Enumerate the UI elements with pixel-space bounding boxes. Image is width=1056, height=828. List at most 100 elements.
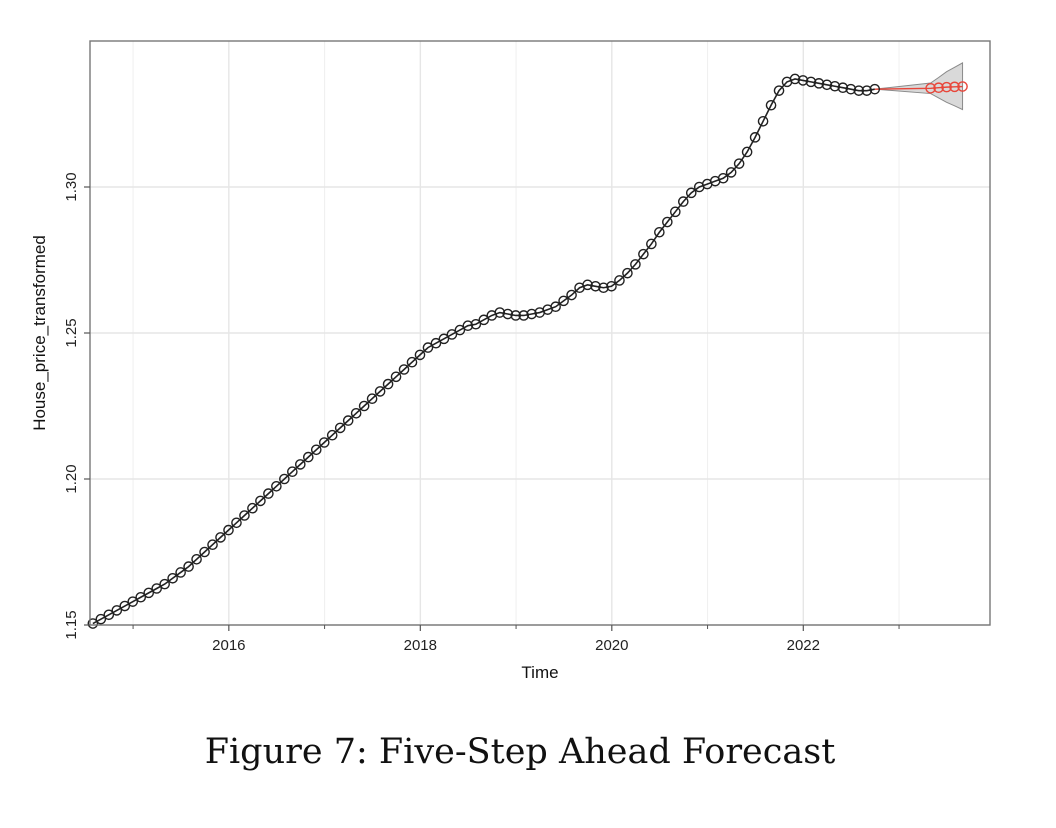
observed-point [797, 75, 809, 86]
observed-point [310, 444, 322, 456]
forecast-point [957, 81, 968, 92]
observed-point [494, 307, 506, 318]
observed-point [757, 116, 769, 127]
observed-point [638, 248, 649, 260]
observed-point [454, 324, 466, 336]
observed-point [829, 80, 841, 92]
observed-point [582, 279, 593, 291]
forecast-point [941, 81, 952, 93]
observed-point [558, 295, 569, 307]
observed-point [398, 364, 410, 375]
observed-point [805, 76, 817, 88]
observed-point [526, 308, 538, 320]
x-tick-label: 2020 [595, 637, 628, 654]
observed-point [215, 532, 226, 543]
observed-point [366, 393, 378, 405]
observed-point [646, 238, 657, 250]
observed-point [606, 280, 617, 292]
observed-point [470, 318, 482, 330]
observed-point [390, 371, 402, 383]
observed-point [207, 539, 218, 551]
observed-point [382, 378, 394, 390]
observed-point [685, 187, 697, 199]
observed-point [159, 578, 170, 590]
y-axis-title: House_price_transformed [30, 235, 49, 431]
observed-point [765, 99, 777, 111]
observed-point [733, 158, 745, 169]
observed-point [95, 613, 107, 625]
observed-point [622, 267, 633, 279]
y-tick-label: 1.25 [63, 318, 80, 347]
observed-point [430, 337, 442, 349]
forecast-point [949, 81, 960, 93]
observed-point [239, 510, 250, 521]
observed-point [725, 167, 737, 178]
observed-point [414, 349, 426, 361]
observed-point [119, 600, 131, 612]
observed-point [438, 333, 450, 345]
forecast-point [925, 83, 936, 94]
observed-point [143, 587, 155, 599]
observed-point [199, 546, 210, 558]
observed-point [510, 310, 522, 321]
figure-caption: Figure 7: Five-Step Ahead Forecast [204, 732, 836, 772]
observed-point [654, 226, 665, 238]
observed-point [87, 618, 99, 629]
observed-point [302, 451, 314, 463]
observed-point [566, 289, 577, 301]
observed-point [111, 605, 123, 616]
observed-point [837, 82, 849, 94]
observed-point [869, 83, 881, 95]
observed-line [92, 78, 875, 625]
observed-point [271, 480, 282, 492]
observed-point [821, 79, 833, 91]
observed-point [502, 308, 514, 320]
x-tick-label: 2016 [212, 637, 245, 654]
observed-point [342, 415, 354, 426]
forecast-interval-band [874, 62, 964, 111]
observed-point [741, 146, 753, 158]
observed-point [127, 596, 139, 607]
observed-point [151, 583, 163, 594]
observed-point [350, 407, 362, 419]
forecast-point [933, 82, 944, 94]
observed-point [406, 356, 418, 368]
series-points [87, 73, 968, 629]
observed-point [749, 132, 761, 143]
observed-point [462, 320, 474, 332]
observed-point [374, 386, 386, 397]
x-tick-label: 2022 [787, 637, 820, 654]
observed-point [263, 488, 274, 499]
observed-point [670, 206, 681, 218]
observed-point [550, 301, 561, 313]
observed-point [223, 524, 234, 536]
observed-point [478, 314, 490, 326]
y-tick-label: 1.15 [63, 610, 80, 639]
observed-point [813, 78, 825, 89]
observed-point [614, 275, 625, 286]
observed-point [590, 280, 601, 292]
observed-point [287, 466, 298, 478]
observed-point [318, 437, 330, 448]
observed-point [446, 329, 458, 340]
observed-point [853, 85, 865, 96]
axis-ticks: 2016 2018 2020 2022 1.15 1.20 1.25 1.30 [63, 172, 900, 654]
observed-point [167, 572, 178, 584]
x-axis-title: Time [521, 663, 558, 682]
observed-point [630, 259, 641, 270]
observed-point [422, 342, 434, 353]
observed-point [358, 400, 370, 412]
observed-point [334, 422, 346, 434]
forecast-chart: 2016 2018 2020 2022 1.15 1.20 1.25 1.30 Time Ho… [30, 40, 991, 682]
observed-point [103, 609, 115, 621]
observed-point [717, 172, 729, 184]
observed-point [598, 282, 609, 294]
observed-point [231, 517, 242, 529]
x-tick-label: 2018 [404, 637, 437, 654]
observed-point [662, 216, 673, 228]
observed-point [677, 196, 689, 207]
observed-point [175, 567, 186, 578]
observed-point [255, 495, 266, 507]
observed-point [861, 85, 873, 96]
observed-point [789, 73, 801, 85]
